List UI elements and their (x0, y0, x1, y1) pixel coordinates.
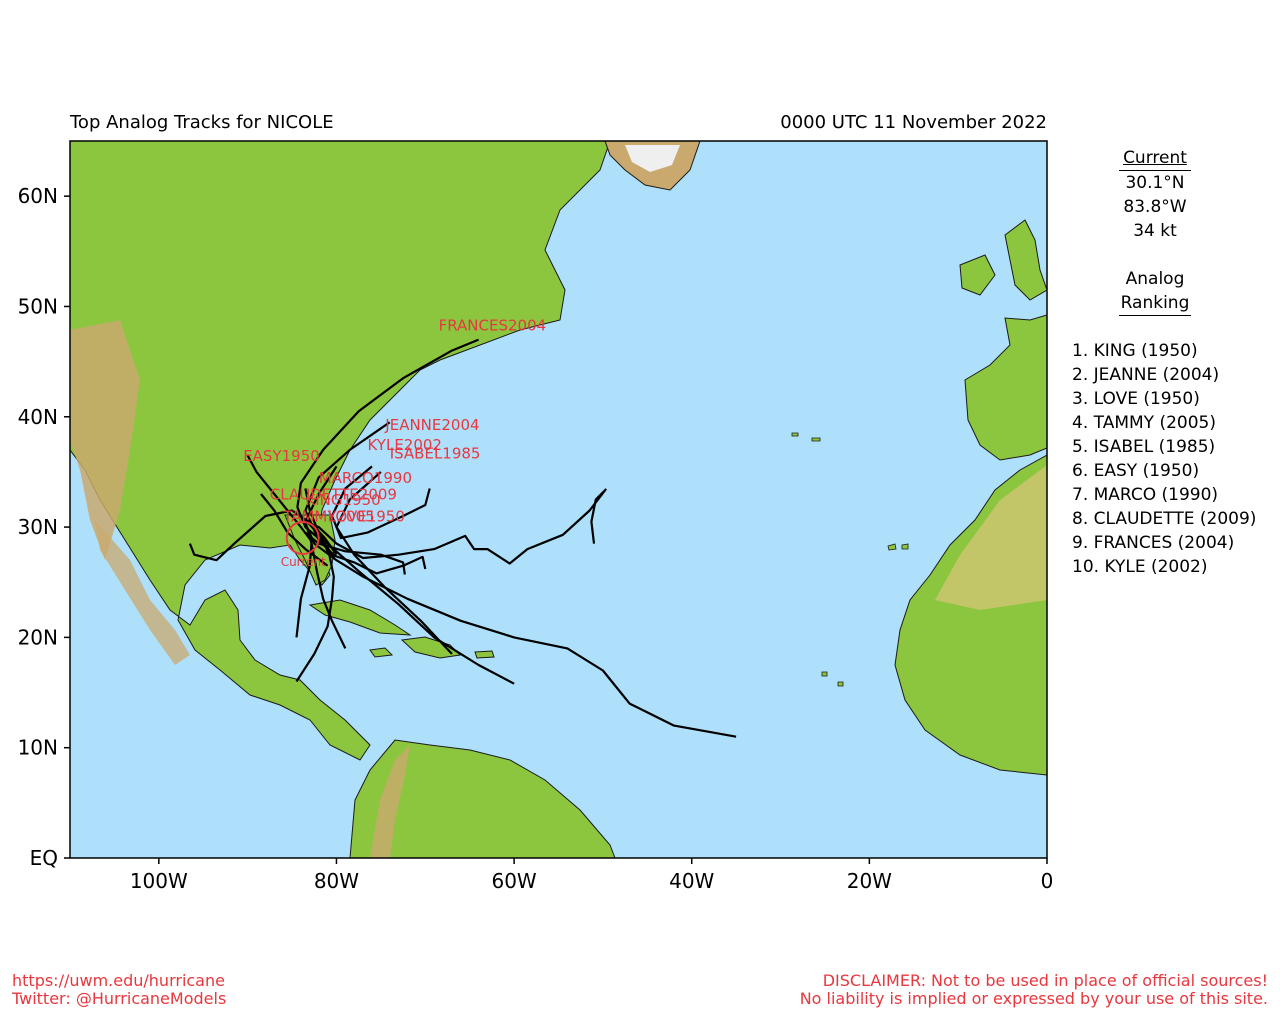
cuba-island (308, 599, 412, 636)
track-label-love1950: LOVE1950 (328, 508, 405, 526)
current-info-panel: Current 30.1°N 83.8°W 34 kt Analog Ranki… (1090, 146, 1220, 316)
ranking-item: 8. CLAUDETTE (2009) (1072, 509, 1257, 529)
track-label-isabel1985: ISABEL1985 (390, 445, 481, 463)
track-label-jeanne2004: JEANNE2004 (384, 416, 479, 434)
lat-tick-label: 50N (18, 294, 58, 318)
jamaica-island (369, 647, 394, 658)
analog-tracks (188, 338, 737, 738)
ranking-item: 5. ISABEL (1985) (1072, 437, 1216, 457)
lon-tick-label: 20W (847, 869, 892, 893)
disclaimer-line-1: DISCLAIMER: Not to be used in place of o… (822, 971, 1268, 990)
map-frame (69, 140, 1048, 859)
track-marco1990 (304, 465, 347, 649)
track-love1950 (306, 526, 737, 738)
ranking-item: 6. EASY (1950) (1072, 461, 1200, 481)
current-position-marker: Current (281, 520, 326, 569)
ranking-item: 10. KYLE (2002) (1072, 557, 1208, 577)
current-longitude: 83.8°W (1123, 197, 1187, 217)
lon-tick-label: 0 (1041, 869, 1054, 893)
longitude-axis: 100W 80W 60W 40W 20W 0 (130, 858, 1054, 893)
disclaimer-line-2: No liability is implied or expressed by … (799, 989, 1268, 1008)
land-masses (70, 141, 1047, 858)
analog-ranking-list: 1. KING (1950) 2. JEANNE (2004) 3. LOVE (1… (1072, 339, 1256, 579)
lat-tick-label: 10N (18, 736, 58, 760)
current-position-circle (285, 520, 320, 555)
track-jeanne2004 (304, 421, 427, 575)
track-king1950 (295, 488, 335, 683)
track-label-claudette2009: CLAUDETTE2009 (270, 486, 397, 504)
current-header: Current (1123, 148, 1187, 168)
lon-tick-label: 100W (130, 869, 188, 893)
current-wind: 34 kt (1133, 221, 1177, 241)
track-kyle2002 (330, 465, 431, 540)
ranking-item: 3. LOVE (1950) (1072, 389, 1200, 409)
latitude-axis: EQ 10N 20N 30N 40N 50N 60N (18, 184, 70, 870)
hispaniola-island (400, 636, 462, 659)
ranking-item: 1. KING (1950) (1072, 341, 1198, 361)
twitter-handle[interactable]: Twitter: @HurricaneModels (12, 989, 227, 1008)
lat-tick-label: EQ (30, 846, 58, 870)
north-america-land (70, 141, 611, 761)
lon-tick-label: 60W (491, 869, 536, 893)
azores-islands (791, 432, 821, 442)
current-latitude: 30.1°N (1125, 173, 1185, 193)
current-position-label: Current (281, 555, 326, 569)
sahara-region (935, 465, 1047, 610)
andes-mountains (370, 745, 410, 858)
track-label-kyle2002: KYLE2002 (368, 436, 442, 454)
europe-land (964, 314, 1047, 461)
ranking-item: 4. TAMMY (2005) (1072, 413, 1216, 433)
lat-tick-label: 30N (18, 515, 58, 539)
track-tammy2005 (188, 509, 338, 562)
map-title: Top Analog Tracks for NICOLE (70, 112, 334, 133)
mexico-highlands (95, 520, 190, 665)
cape-verde-islands (821, 671, 844, 687)
track-label-easy1950: EASY1950 (243, 447, 320, 465)
rocky-mountains (70, 320, 140, 560)
ranking-item: 2. JEANNE (2004) (1072, 365, 1220, 385)
lat-tick-label: 20N (18, 625, 58, 649)
site-url-link[interactable]: https://uwm.edu/hurricane (12, 971, 225, 990)
analog-header: Analog (1125, 269, 1185, 289)
ranking-item: 7. MARCO (1990) (1072, 485, 1219, 505)
track-isabel1985 (335, 471, 453, 655)
track-label-king1950: KING1950 (305, 491, 380, 509)
lat-tick-label: 60N (18, 184, 58, 208)
map-datetime: 0000 UTC 11 November 2022 (780, 112, 1047, 133)
ranking-underline-rule (1119, 315, 1191, 316)
ranking-item: 9. FRANCES (2004) (1072, 533, 1235, 553)
south-america-land (349, 739, 616, 858)
puerto-rico-island (474, 650, 495, 659)
track-unlabeled-3 (304, 531, 406, 575)
footer-left: https://uwm.edu/hurricane Twitter: @Hurr… (12, 972, 226, 1008)
track-label-frances2004: FRANCES2004 (439, 317, 547, 335)
current-underline-rule (1119, 170, 1191, 171)
track-label-marco1990: MARCO1990 (319, 469, 412, 487)
lon-tick-label: 80W (314, 869, 359, 893)
greenland-ice (625, 145, 680, 172)
lon-tick-label: 40W (669, 869, 714, 893)
track-unlabeled-1 (307, 521, 515, 685)
track-label-tammy2005: TAMMY2005 (282, 508, 374, 526)
ranking-header: Ranking (1120, 293, 1190, 313)
track-frances2004 (296, 338, 480, 560)
british-isles (1004, 219, 1047, 301)
footer-disclaimer: DISCLAIMER: Not to be used in place of o… (800, 972, 1268, 1008)
lat-tick-label: 40N (18, 405, 58, 429)
spacer (1090, 243, 1220, 267)
ireland-island (959, 254, 996, 296)
canary-islands (887, 543, 909, 551)
